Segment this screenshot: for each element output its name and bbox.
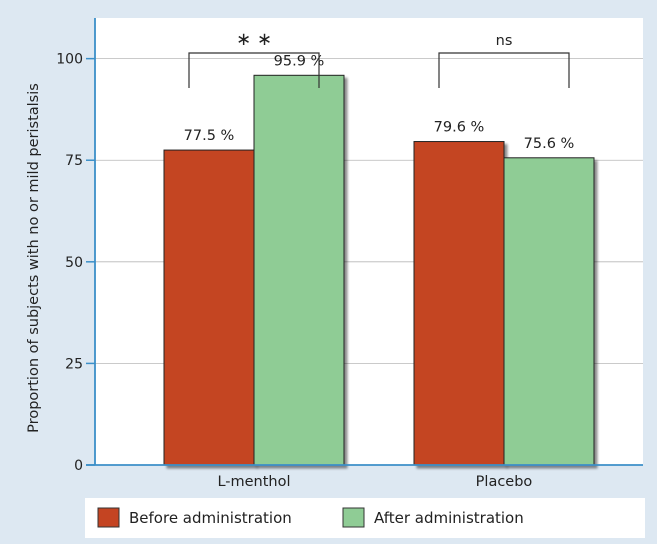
y-axis-label: Proportion of subjects with no or mild p… [26, 83, 42, 433]
data-label: 79.6 % [434, 120, 485, 136]
data-label: 77.5 % [184, 128, 235, 144]
significance-label: ∗ ∗ [236, 29, 272, 50]
bar [253, 74, 345, 466]
legend-label: Before administration [129, 509, 292, 527]
significance-bracket [438, 52, 570, 88]
significance-label: ns [496, 33, 513, 49]
data-label: 75.6 % [524, 136, 575, 152]
bar [503, 157, 595, 466]
legend-swatch [97, 507, 120, 528]
y-tick-label: 0 [74, 458, 83, 474]
bar [163, 149, 255, 466]
y-tick-label: 100 [56, 52, 83, 68]
data-label: 95.9 % [274, 53, 325, 69]
legend-box [85, 498, 645, 538]
bar [413, 141, 505, 466]
y-tick-label: 50 [65, 255, 83, 271]
y-tick-label: 25 [65, 356, 83, 372]
legend-swatch [342, 507, 365, 528]
legend-label: After administration [374, 509, 524, 527]
x-tick-label: Placebo [476, 474, 533, 490]
y-tick-label: 75 [65, 153, 83, 169]
significance-bracket [188, 52, 320, 88]
legend: Before administration After administratio… [97, 507, 524, 528]
x-tick-label: L-menthol [217, 474, 290, 490]
